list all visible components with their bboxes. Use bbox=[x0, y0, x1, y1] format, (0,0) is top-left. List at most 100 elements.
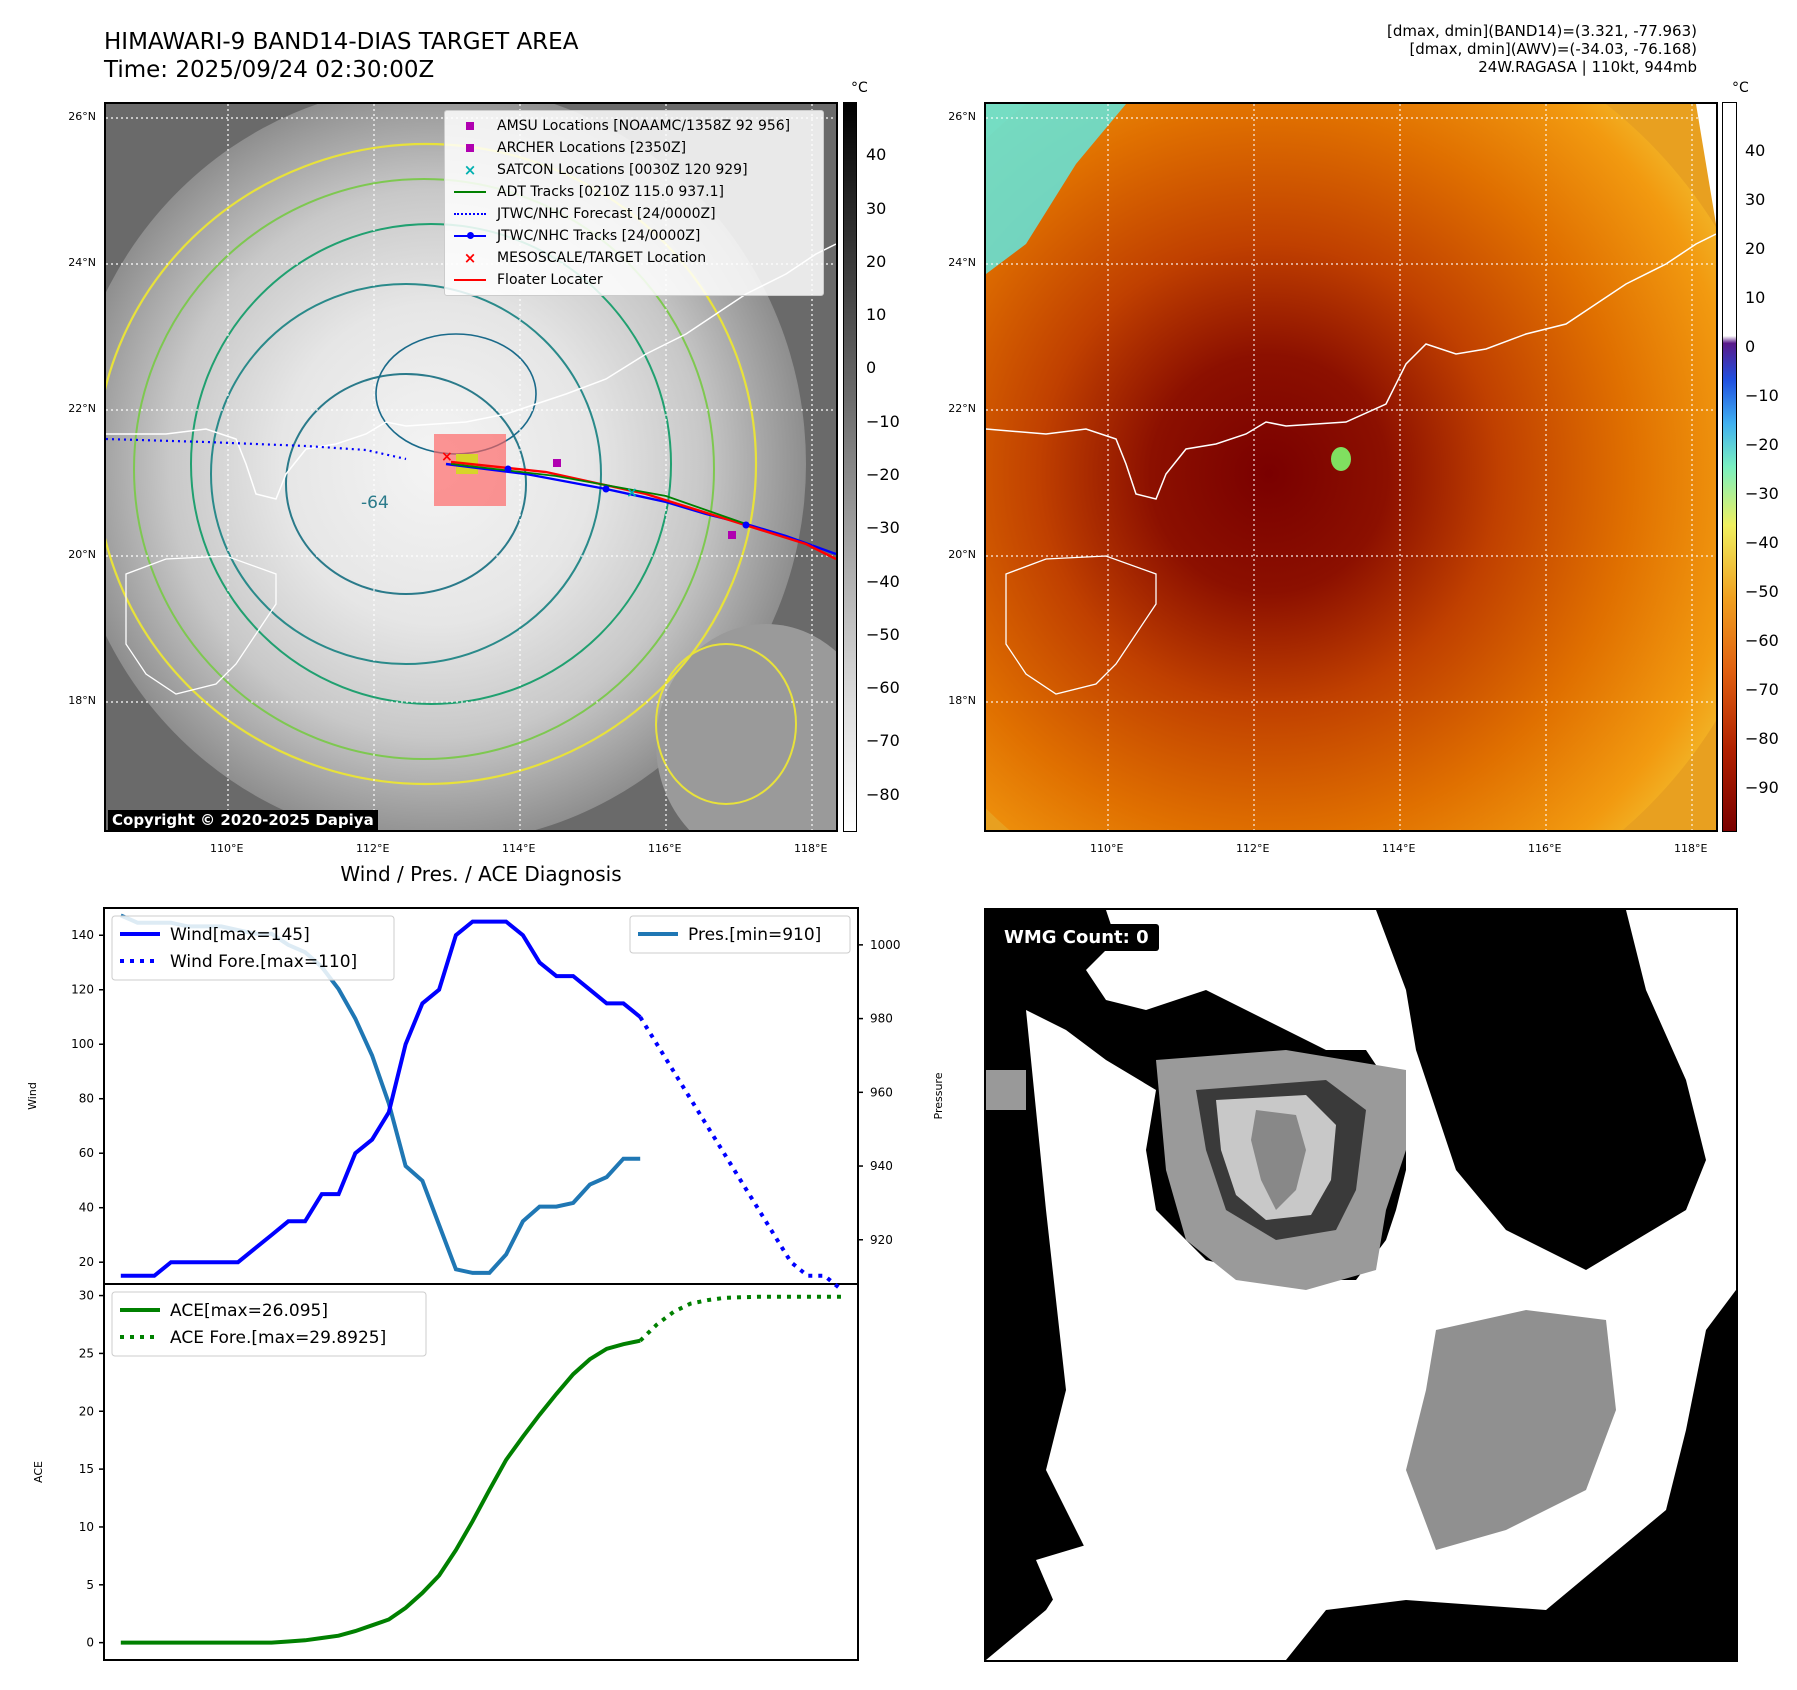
colorbar-tick: −10 bbox=[866, 412, 900, 431]
ace-axis-tick-label: 20 bbox=[79, 1404, 94, 1418]
figure-title: HIMAWARI-9 BAND14-DIAS TARGET AREA bbox=[104, 28, 578, 56]
right-map-lat-tick: 20°N bbox=[948, 548, 976, 561]
info-band14: [dmax, dmin](BAND14)=(3.321, -77.963) bbox=[1387, 22, 1697, 40]
legend-item: JTWC/NHC Forecast [24/0000Z] bbox=[453, 203, 815, 225]
colorbar-tick: −50 bbox=[1745, 582, 1779, 601]
awv-map[interactable] bbox=[984, 102, 1718, 832]
colorbar-tick: 10 bbox=[866, 305, 886, 324]
left-map-lon-tick: 118°E bbox=[794, 842, 827, 855]
legend-square-icon bbox=[453, 144, 487, 152]
legend-label: Floater Locater bbox=[497, 272, 603, 288]
legend-item: Floater Locater bbox=[453, 269, 815, 291]
right-map-lon-tick: 118°E bbox=[1674, 842, 1707, 855]
ace-axis-tick-label: 5 bbox=[86, 1578, 94, 1592]
legend-dotted-icon bbox=[453, 213, 487, 215]
left-map-lon-tick: 116°E bbox=[648, 842, 681, 855]
legend-label: ADT Tracks [0210Z 115.0 937.1] bbox=[497, 184, 724, 200]
colorbar-tick: −80 bbox=[1745, 729, 1779, 748]
band14-map[interactable]: × × -64 AMSU Locations [NOAAMC/1358Z 92 … bbox=[104, 102, 838, 832]
colorbar-tick: −20 bbox=[1745, 435, 1779, 454]
ace-axis-tick-label: 25 bbox=[79, 1346, 94, 1360]
colorbar-left bbox=[843, 102, 857, 832]
diagnosis-charts: 20 40 60 80 100 120 140 920 940 960 980 1000 0 5 10 15 2… bbox=[0, 890, 960, 1670]
copyright-label: Copyright © 2020-2025 Dapiya bbox=[108, 810, 378, 830]
wind-axis-tick-label: 80 bbox=[79, 1092, 94, 1106]
ace-line bbox=[121, 1341, 640, 1643]
legend-label: ARCHER Locations [2350Z] bbox=[497, 140, 686, 156]
left-map-lat-tick: 22°N bbox=[68, 402, 96, 415]
right-map-lat-tick: 26°N bbox=[948, 110, 976, 123]
colorbar-tick: 40 bbox=[1745, 141, 1765, 160]
figure-time: Time: 2025/09/24 02:30:00Z bbox=[104, 56, 434, 84]
info-storm: 24W.RAGASA | 110kt, 944mb bbox=[1387, 58, 1697, 76]
colorbar-tick: 0 bbox=[866, 358, 876, 377]
pressure-axis-tick-label: 980 bbox=[870, 1012, 893, 1026]
colorbar-tick: −40 bbox=[866, 572, 900, 591]
info-awv: [dmax, dmin](AWV)=(-34.03, -76.168) bbox=[1387, 40, 1697, 58]
wmg-count-label: WMG Count: 0 bbox=[994, 924, 1159, 951]
left-map-lat-tick: 20°N bbox=[68, 548, 96, 561]
colorbar-tick: −20 bbox=[866, 465, 900, 484]
colorbar-tick: 20 bbox=[1745, 239, 1765, 258]
left-map-lon-tick: 112°E bbox=[356, 842, 389, 855]
legend-label: JTWC/NHC Forecast [24/0000Z] bbox=[497, 206, 716, 222]
legend-label: MESOSCALE/TARGET Location bbox=[497, 250, 706, 266]
wind-forecast-line bbox=[640, 1017, 841, 1289]
colorbar-tick: −10 bbox=[1745, 386, 1779, 405]
wind-axis-label: Wind bbox=[26, 1082, 39, 1110]
awv-map-image bbox=[986, 104, 1716, 830]
satcon-marker: × bbox=[626, 485, 638, 501]
legend-line-icon bbox=[453, 191, 487, 193]
colorbar-tick: −80 bbox=[866, 785, 900, 804]
legend-item: ADT Tracks [0210Z 115.0 937.1] bbox=[453, 181, 815, 203]
legend-label: JTWC/NHC Tracks [24/0000Z] bbox=[497, 228, 700, 244]
ace-legend-label: ACE Fore.[max=29.8925] bbox=[170, 1328, 386, 1348]
pressure-axis-tick-label: 920 bbox=[870, 1233, 893, 1247]
wind-legend-label: Wind Fore.[max=110] bbox=[170, 952, 357, 972]
pressure-axis-tick-label: 960 bbox=[870, 1085, 893, 1099]
colorbar-tick: −40 bbox=[1745, 533, 1779, 552]
right-map-lon-tick: 112°E bbox=[1236, 842, 1269, 855]
eye bbox=[1331, 447, 1351, 471]
wind-legend-label: Wind[max=145] bbox=[170, 925, 310, 945]
colorbar-tick: 40 bbox=[866, 145, 886, 164]
left-map-lat-tick: 26°N bbox=[68, 110, 96, 123]
legend-item: JTWC/NHC Tracks [24/0000Z] bbox=[453, 225, 815, 247]
legend-x-icon: × bbox=[453, 249, 487, 267]
colorbar-tick: 0 bbox=[1745, 337, 1755, 356]
legend-line-dot-icon bbox=[453, 235, 487, 237]
colorbar-tick: 30 bbox=[866, 199, 886, 218]
legend-label: AMSU Locations [NOAAMC/1358Z 92 956] bbox=[497, 118, 790, 134]
ace-forecast-line bbox=[640, 1297, 841, 1341]
pressure-axis-tick-label: 1000 bbox=[870, 938, 901, 952]
amsu-marker bbox=[553, 459, 561, 467]
colorbar-tick: −70 bbox=[1745, 680, 1779, 699]
legend-x-icon: × bbox=[453, 161, 487, 179]
ace-axis-tick-label: 10 bbox=[79, 1520, 94, 1534]
legend-item: ARCHER Locations [2350Z] bbox=[453, 137, 815, 159]
wind-axis-tick-label: 20 bbox=[79, 1255, 94, 1269]
colorbar-tick: −90 bbox=[1745, 778, 1779, 797]
contour-label: -64 bbox=[361, 493, 389, 513]
colorbar-unit-right: °C bbox=[1732, 80, 1749, 96]
pressure-axis-tick-label: 940 bbox=[870, 1159, 893, 1173]
colorbar-tick: −70 bbox=[866, 731, 900, 750]
wmg-panel[interactable]: WMG Count: 0 bbox=[984, 908, 1738, 1662]
colorbar-unit-left: °C bbox=[851, 80, 868, 96]
left-map-lat-tick: 24°N bbox=[68, 256, 96, 269]
ace-legend-label: ACE[max=26.095] bbox=[170, 1301, 328, 1321]
colorbar-tick: −30 bbox=[866, 518, 900, 537]
diagnosis-title: Wind / Pres. / ACE Diagnosis bbox=[104, 862, 858, 886]
colorbar-tick: −60 bbox=[1745, 631, 1779, 650]
left-map-lat-tick: 18°N bbox=[68, 694, 96, 707]
colorbar-tick: 10 bbox=[1745, 288, 1765, 307]
legend-item: × SATCON Locations [0030Z 120 929] bbox=[453, 159, 815, 181]
colorbar-tick: 20 bbox=[866, 252, 886, 271]
wind-axis-tick-label: 40 bbox=[79, 1201, 94, 1215]
left-map-lon-tick: 114°E bbox=[502, 842, 535, 855]
right-map-lon-tick: 110°E bbox=[1090, 842, 1123, 855]
colorbar-tick: 30 bbox=[1745, 190, 1765, 209]
ace-axis-tick-label: 0 bbox=[86, 1636, 94, 1650]
right-map-lat-tick: 18°N bbox=[948, 694, 976, 707]
colorbar-tick: −50 bbox=[866, 625, 900, 644]
